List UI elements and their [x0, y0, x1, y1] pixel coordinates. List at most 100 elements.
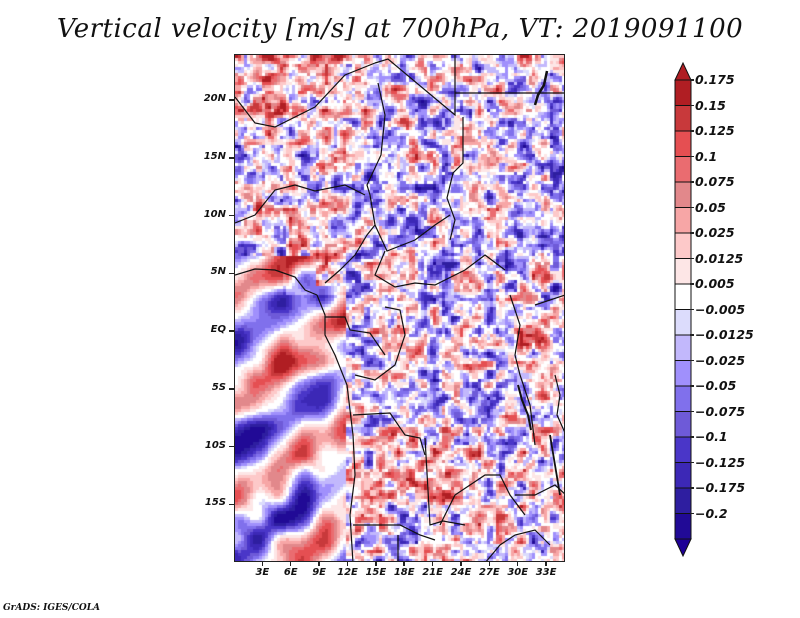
lat-tick	[229, 503, 234, 506]
colorbar-label: 0.025	[695, 225, 735, 240]
border-west-coast	[316, 294, 356, 561]
lat-tick-label: 20N	[203, 93, 226, 105]
lon-tick	[403, 562, 405, 566]
lon-tick	[346, 562, 349, 566]
lat-tick	[229, 157, 234, 159]
colorbar-tick	[690, 181, 694, 183]
lat-tick-label: EQ	[210, 324, 226, 336]
border-niger-algeria	[235, 62, 376, 128]
lon-tick	[431, 562, 434, 566]
lon-tick-label: 21E	[422, 567, 443, 578]
colorbar-segment	[674, 258, 692, 285]
lon-tick-label: 30E	[507, 567, 529, 578]
border-southeast	[485, 529, 551, 561]
colorbar-segment	[674, 181, 692, 208]
border-car-south	[374, 250, 506, 288]
lon-tick	[318, 562, 320, 566]
chart-title: Vertical velocity [m/s] at 700hPa, VT: 2…	[56, 14, 744, 44]
lon-tick	[460, 562, 462, 566]
colorbar-label: −0.005	[695, 301, 746, 317]
lat-tick-label: 10S	[204, 439, 226, 451]
lon-tick-label: 24E	[450, 567, 472, 578]
colorbar-tick	[690, 130, 694, 132]
lat-tick	[229, 330, 234, 332]
colorbar-segment	[674, 385, 692, 412]
lon-tick-label: 3E	[255, 567, 270, 578]
colorbar-tick	[690, 79, 694, 81]
colorbar-tick	[690, 512, 694, 515]
border-car-chad	[374, 214, 451, 252]
colorbar-tick	[690, 461, 694, 464]
lon-tick	[261, 562, 264, 566]
colorbar-segment	[674, 462, 692, 489]
lon-tick-label: 33E	[535, 567, 557, 578]
colorbar-segment	[674, 283, 692, 310]
colorbar-segment	[674, 360, 692, 387]
border-chad-libya	[374, 55, 456, 117]
colorbar-label: −0.125	[695, 454, 746, 470]
border-east-coast	[554, 374, 564, 433]
colorbar-tick	[690, 232, 694, 234]
border-gabon-congo	[325, 316, 386, 356]
colorbar-label: −0.175	[695, 480, 746, 495]
border-nigeria-cameroon	[324, 194, 376, 284]
colorbar-label: −0.05	[695, 378, 737, 393]
border-uganda-kenya	[534, 294, 564, 306]
country-borders	[235, 55, 564, 561]
colorbar-label: 0.1	[695, 148, 718, 164]
border-drc-west	[354, 306, 406, 381]
lat-tick-label: 15S	[204, 497, 226, 509]
border-lake-tanganyika	[517, 384, 532, 431]
lon-tick-label: 18E	[393, 567, 415, 578]
border-coast-gulf-guinea	[235, 268, 318, 296]
lon-tick	[545, 562, 547, 566]
lat-tick	[229, 445, 234, 448]
colorbar-segment	[674, 309, 692, 336]
colorbar-max-arrow	[674, 62, 692, 81]
border-angola-north	[352, 412, 426, 456]
colorbar-label: 0.15	[695, 97, 726, 113]
colorbar-label: −0.025	[695, 352, 746, 368]
colorbar-label: 0.005	[695, 276, 735, 291]
border-lake-malawi	[549, 434, 561, 496]
lat-tick	[229, 214, 234, 217]
colorbar-tick	[690, 334, 694, 336]
colorbar-segment	[674, 156, 692, 183]
colorbar-tick	[690, 104, 694, 107]
colorbar-label: 0.125	[695, 123, 735, 138]
colorbar-tick	[690, 385, 694, 387]
colorbar-min-arrow	[674, 538, 692, 557]
colorbar-label: 0.175	[695, 72, 735, 87]
colorbar-tick	[690, 283, 694, 285]
colorbar-tick	[690, 308, 694, 311]
border-nigeria-north	[235, 184, 366, 224]
grads-credit: GrADS: IGES/COLA	[3, 603, 101, 613]
lat-tick	[229, 388, 234, 390]
colorbar-tick	[690, 155, 694, 158]
lat-tick-label: 15N	[203, 150, 226, 162]
colorbar-label: 0.075	[695, 174, 735, 189]
lon-tick	[375, 562, 377, 566]
lat-tick-label: 5N	[210, 266, 226, 278]
colorbar-tick	[690, 206, 694, 209]
border-angola-south	[353, 524, 436, 541]
vertical-velocity-field	[235, 55, 564, 561]
border-zambia	[439, 474, 526, 526]
border-chad-niger	[366, 82, 386, 196]
lon-tick-label: 6E	[283, 567, 298, 578]
colorbar-label: −0.1	[695, 429, 728, 444]
lat-tick-label: 10N	[203, 208, 226, 220]
lat-tick	[229, 272, 234, 275]
colorbar-label: 0.05	[695, 199, 726, 215]
border-mozambique	[515, 484, 564, 496]
colorbar-segment	[674, 207, 692, 234]
colorbar-tick	[690, 359, 694, 362]
colorbar-label: −0.2	[695, 505, 728, 521]
border-drc-east	[509, 294, 536, 446]
colorbar	[674, 62, 692, 557]
colorbar-segment	[674, 105, 692, 132]
border-chad-sudan	[446, 117, 464, 241]
map-panel	[234, 54, 565, 562]
lon-tick-label: 12E	[337, 567, 358, 578]
colorbar-segment	[674, 334, 692, 361]
